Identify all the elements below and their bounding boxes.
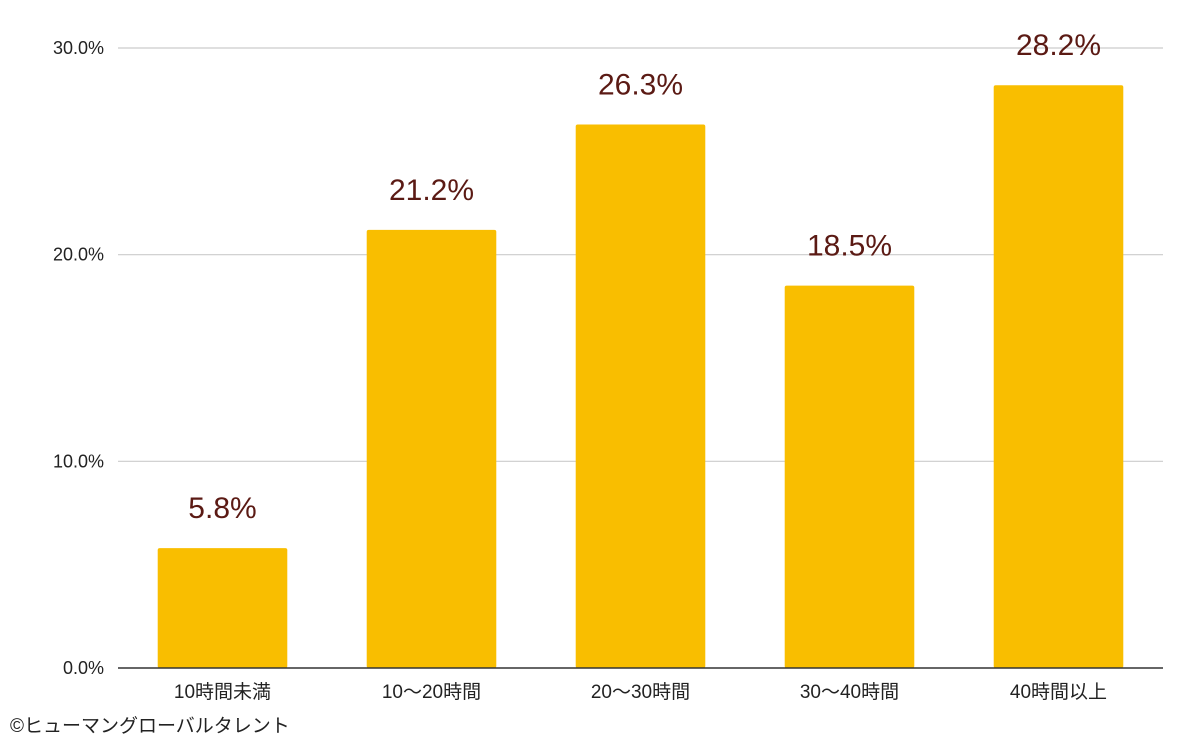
category-label: 10時間未満 xyxy=(174,681,271,703)
y-tick-label: 20.0% xyxy=(53,245,104,265)
y-tick-label: 10.0% xyxy=(53,451,104,471)
data-label: 26.3% xyxy=(598,68,683,101)
bar xyxy=(157,548,288,668)
copyright-credit: ©ヒューマングローバルタレント xyxy=(10,716,290,737)
bar xyxy=(993,85,1124,668)
category-label: 30〜40時間 xyxy=(800,681,899,703)
bar xyxy=(784,285,915,668)
data-label: 28.2% xyxy=(1016,29,1101,62)
data-label: 5.8% xyxy=(188,492,256,525)
bars xyxy=(157,85,1124,668)
data-label: 18.5% xyxy=(807,230,892,263)
bar xyxy=(366,229,497,668)
y-tick-label: 30.0% xyxy=(53,38,104,58)
data-labels: 5.8% 21.2% 26.3% 18.5% 28.2% xyxy=(188,29,1101,525)
category-label: 20〜30時間 xyxy=(591,681,690,703)
category-label: 40時間以上 xyxy=(1010,681,1107,703)
x-axis-category-labels: 10時間未満 10〜20時間 20〜30時間 30〜40時間 40時間以上 xyxy=(174,681,1107,703)
category-label: 10〜20時間 xyxy=(382,681,481,703)
y-tick-label: 0.0% xyxy=(63,658,104,678)
y-axis-tick-labels: 0.0% 10.0% 20.0% 30.0% xyxy=(53,38,104,678)
data-label: 21.2% xyxy=(389,174,474,207)
bar xyxy=(575,124,706,668)
